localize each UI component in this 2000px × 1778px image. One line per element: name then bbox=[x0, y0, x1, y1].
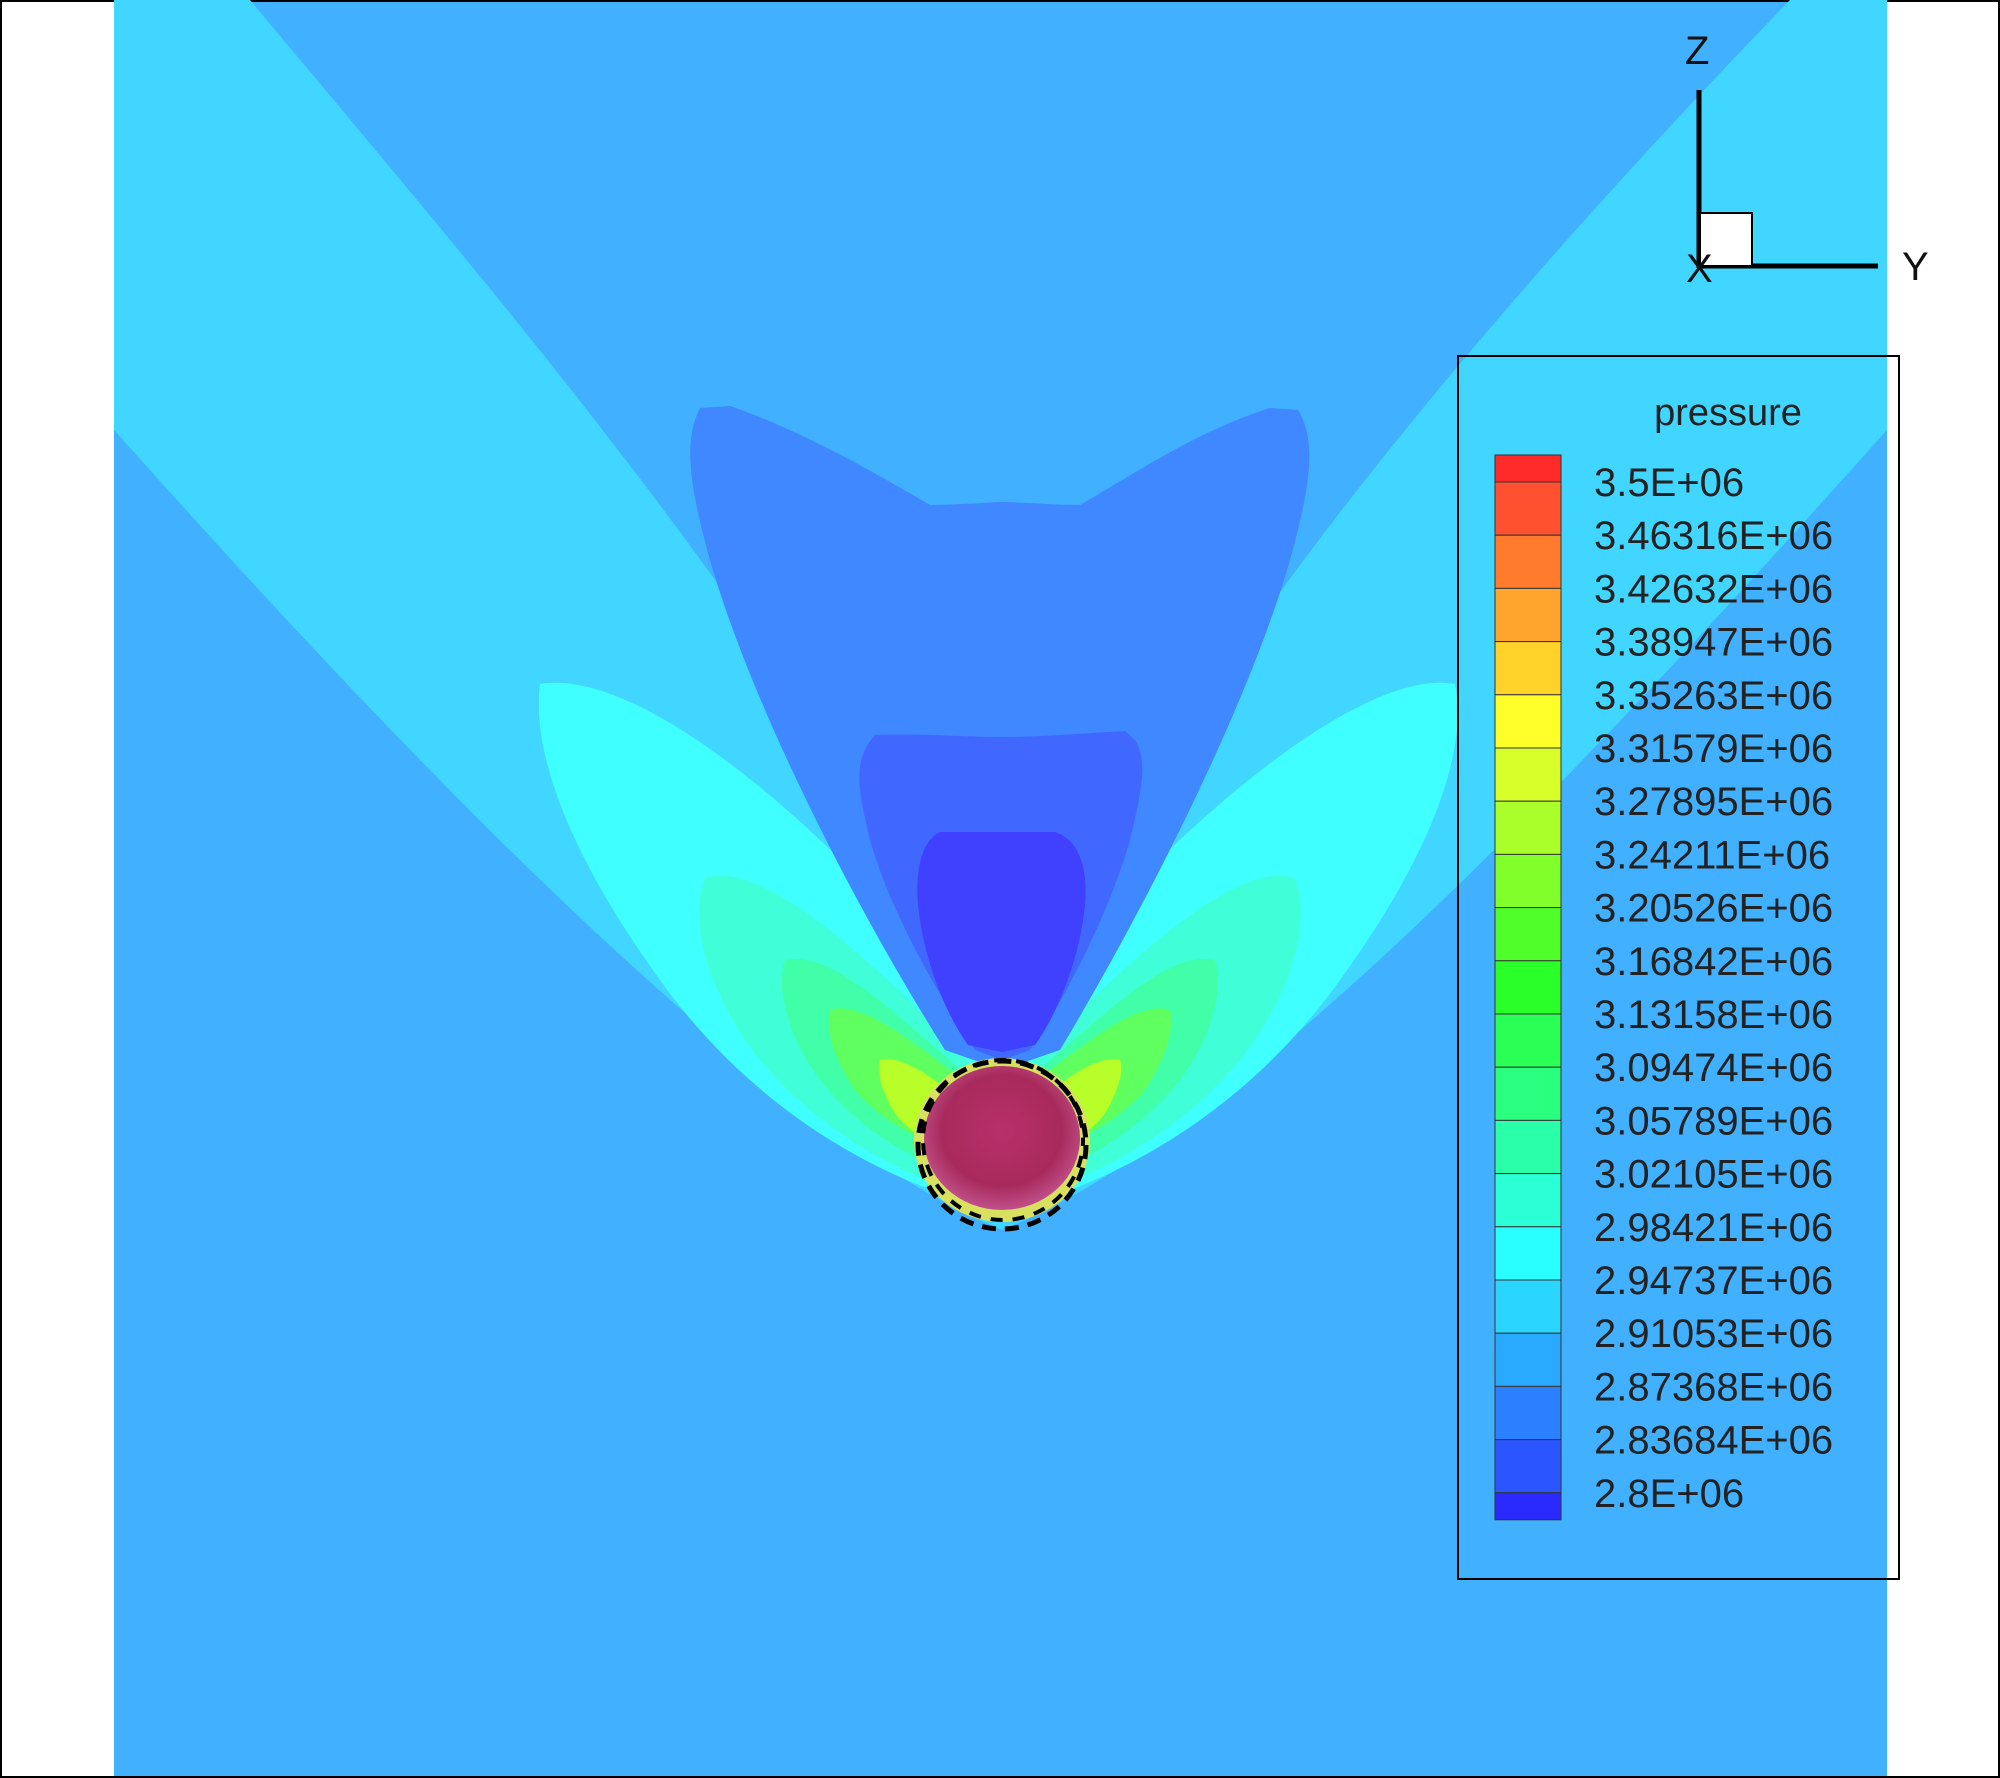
legend-level-label: 3.16842E+06 bbox=[1594, 940, 1833, 984]
legend-level-label: 3.13158E+06 bbox=[1594, 993, 1833, 1037]
legend-frame bbox=[1457, 355, 1900, 1580]
legend-swatch bbox=[1494, 1332, 1562, 1387]
legend-level-label: 3.31579E+06 bbox=[1594, 727, 1833, 771]
legend-swatch bbox=[1494, 587, 1562, 643]
legend-swatch bbox=[1494, 960, 1562, 1015]
legend-level-label: 3.42632E+06 bbox=[1594, 567, 1833, 611]
legend-level-label: 2.94737E+06 bbox=[1594, 1259, 1833, 1303]
legend-swatch bbox=[1494, 907, 1562, 962]
legend-swatch bbox=[1494, 481, 1562, 536]
legend-swatch bbox=[1494, 1013, 1562, 1068]
boundary-dashed-circle-inner bbox=[921, 1058, 1085, 1222]
legend-swatch bbox=[1494, 1279, 1562, 1334]
legend-swatch bbox=[1494, 1066, 1562, 1121]
legend-level-label: 3.5E+06 bbox=[1594, 461, 1744, 505]
z-axis-label: Z bbox=[1685, 29, 1709, 73]
axis-triad: Z Y X bbox=[1685, 29, 1929, 291]
legend-level-label: 3.38947E+06 bbox=[1594, 621, 1833, 665]
legend-level-label: 2.98421E+06 bbox=[1594, 1206, 1833, 1250]
legend-swatch bbox=[1494, 1439, 1562, 1494]
legend-level-label: 3.05789E+06 bbox=[1594, 1099, 1833, 1143]
legend-swatch bbox=[1494, 1385, 1562, 1441]
legend-swatch bbox=[1494, 1119, 1562, 1175]
legend-level-label: 3.35263E+06 bbox=[1594, 674, 1833, 718]
legend-swatch bbox=[1494, 641, 1562, 696]
legend-level-label: 3.27895E+06 bbox=[1594, 780, 1833, 824]
legend-level-label: 2.91053E+06 bbox=[1594, 1312, 1833, 1356]
legend-level-label: 3.02105E+06 bbox=[1594, 1153, 1833, 1197]
legend-swatch bbox=[1494, 853, 1562, 909]
legend-swatch bbox=[1494, 1173, 1562, 1228]
legend-swatch bbox=[1494, 800, 1562, 855]
legend-swatch bbox=[1494, 1226, 1562, 1281]
legend-swatches bbox=[1494, 454, 1562, 1521]
legend-level-label: 3.09474E+06 bbox=[1594, 1046, 1833, 1090]
x-axis-box bbox=[1699, 212, 1753, 267]
legend-level-label: 3.24211E+06 bbox=[1594, 833, 1830, 877]
legend-swatch bbox=[1494, 694, 1562, 749]
contour-core bbox=[924, 1066, 1080, 1210]
legend-level-label: 2.8E+06 bbox=[1594, 1472, 1744, 1516]
contour-field bbox=[114, 0, 1887, 1776]
legend: pressure 3.5E+063.46316E+063.42632E+063.… bbox=[1457, 355, 1900, 1580]
contour-wake-inner bbox=[917, 832, 1086, 1052]
legend-swatch bbox=[1494, 747, 1562, 802]
y-axis-label: Y bbox=[1902, 245, 1929, 289]
legend-swatch-top bbox=[1494, 454, 1562, 483]
legend-labels: 3.5E+06 3.46316E+06 3.42632E+06 3.38947E+06… bbox=[1594, 461, 1833, 1516]
legend-title: pressure bbox=[1654, 392, 1802, 434]
legend-swatch-bottom bbox=[1494, 1492, 1562, 1521]
legend-level-label: 3.46316E+06 bbox=[1594, 514, 1833, 558]
x-axis-label: X bbox=[1686, 247, 1713, 291]
legend-swatch bbox=[1494, 534, 1562, 589]
legend-level-label: 3.20526E+06 bbox=[1594, 887, 1833, 931]
legend-level-label: 2.87368E+06 bbox=[1594, 1365, 1833, 1409]
legend-level-label: 2.83684E+06 bbox=[1594, 1419, 1833, 1463]
